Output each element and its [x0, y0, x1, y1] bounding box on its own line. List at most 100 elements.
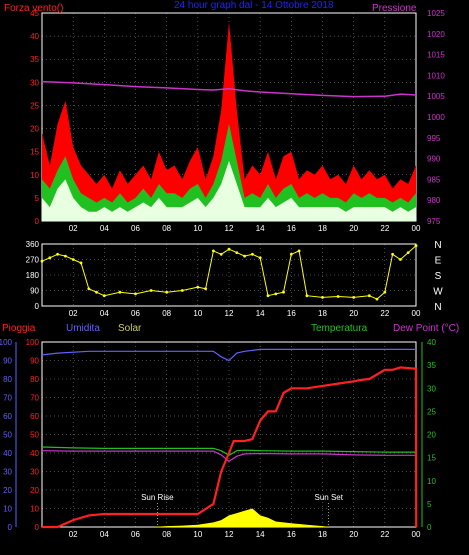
- wind-direction-point: [282, 290, 285, 294]
- pressure-y-tick: 1010: [427, 71, 445, 80]
- wind-direction-point: [56, 252, 59, 256]
- climate-panel-x-tick: 00: [412, 530, 421, 539]
- humidity-label: Umidita: [66, 323, 100, 334]
- sun-marker-label: Sun Set: [314, 493, 343, 502]
- pressure-y-tick: 995: [427, 134, 441, 143]
- wind-panel-x-tick: 10: [193, 224, 202, 233]
- rain-y-tick: 70: [30, 394, 39, 403]
- direction-y-tick: 360: [26, 240, 40, 249]
- wind-y-tick: 15: [30, 148, 39, 157]
- wind-panel-x-tick: 02: [69, 224, 78, 233]
- wind-direction-point: [289, 252, 293, 256]
- pressure-axis-label: Pressione: [372, 3, 417, 14]
- climate-panel-x-tick: 22: [380, 530, 389, 539]
- pressure-line: [41, 80, 417, 98]
- wind-direction-point: [196, 285, 200, 289]
- climate-panel-x-tick: 16: [287, 530, 296, 539]
- direction-panel-x-tick: 20: [349, 309, 358, 318]
- chart-title: 24 hour graph dal - 14 Ottobre 2018: [174, 0, 334, 11]
- wind-direction-point: [391, 252, 394, 256]
- climate-panel-x-tick: 14: [256, 530, 265, 539]
- wind-direction-point: [406, 251, 410, 255]
- humidity-y-tick: 70: [3, 394, 12, 403]
- humidity-line: [41, 348, 416, 362]
- wind-panel-x-tick: 20: [349, 224, 358, 233]
- wind-direction-point: [414, 244, 418, 248]
- wind-direction-point: [79, 261, 83, 265]
- wind-direction-point: [71, 258, 75, 261]
- temperature-y-tick: 30: [427, 384, 436, 393]
- wind-panel-x-tick: 16: [287, 224, 296, 233]
- sun-marker-label: Sun Rise: [141, 493, 174, 502]
- direction-panel-x-tick: 18: [318, 309, 327, 318]
- rain-y-tick: 60: [30, 412, 39, 421]
- wind-direction-point: [149, 289, 153, 292]
- humidity-y-tick: 10: [3, 505, 12, 514]
- pressure-y-tick: 1020: [427, 30, 445, 39]
- wind-direction-point: [48, 256, 52, 260]
- compass-label: W: [433, 287, 443, 298]
- wind-direction-point: [367, 294, 371, 298]
- wind-direction-point: [266, 294, 270, 298]
- rain-y-tick: 30: [30, 468, 39, 477]
- wind-direction-point: [102, 294, 106, 298]
- wind-panel-x-tick: 12: [225, 224, 234, 233]
- pressure-y-tick: 990: [427, 155, 441, 164]
- wind-direction-point: [243, 254, 247, 258]
- humidity-y-tick: 0: [8, 523, 13, 532]
- direction-y-tick: 0: [35, 302, 40, 311]
- humidity-y-tick: 30: [3, 468, 12, 477]
- rain-axis-label: Pioggia: [2, 323, 36, 334]
- wind-direction-point: [321, 296, 324, 299]
- wind-y-tick: 35: [30, 55, 39, 64]
- wind-direction-point: [251, 252, 254, 256]
- climate-panel-x-tick: 06: [131, 530, 140, 539]
- climate-panel-x-tick: 04: [100, 530, 109, 539]
- climate-panel-x-tick: 10: [193, 530, 202, 539]
- humidity-y-tick: 90: [3, 357, 12, 366]
- dewpoint-line: [41, 450, 416, 463]
- wind-pressure-panel: 02 04 06 08 10 12 14 16 18 20 22 000510152025303540…: [30, 9, 445, 233]
- wind-direction-point: [204, 287, 208, 291]
- wind-panel-x-tick: 14: [256, 224, 265, 233]
- direction-panel-x-tick: 10: [193, 309, 202, 318]
- direction-panel-x-tick: 22: [380, 309, 389, 318]
- temperature-y-tick: 40: [427, 338, 436, 347]
- wind-direction-point: [212, 249, 215, 253]
- wind-y-tick: 20: [30, 125, 39, 134]
- rain-line: [42, 366, 418, 529]
- wind-panel-x-tick: 06: [131, 224, 140, 233]
- wind-direction-point: [219, 252, 223, 256]
- wind-direction-point: [399, 258, 402, 261]
- temperature-y-tick: 5: [427, 500, 432, 509]
- solar-label: Solar: [118, 323, 142, 334]
- wind-direction-panel: 02 04 06 08 10 12 14 16 18 20 22 00090180270360NWSE…: [26, 240, 444, 318]
- humidity-y-tick: 60: [3, 412, 12, 421]
- wind-direction-point: [297, 249, 301, 253]
- temperature-y-tick: 35: [427, 361, 436, 370]
- temperature-y-tick: 10: [427, 477, 436, 486]
- wind-direction-point: [95, 290, 98, 294]
- direction-panel-x-tick: 06: [131, 309, 140, 318]
- wind-y-tick: 30: [30, 78, 39, 87]
- rain-humidity-temperature-panel: 02 04 06 08 10 12 14 16 18 20 22 000102030405060708…: [0, 338, 436, 539]
- wind-direction-point: [235, 251, 239, 255]
- wind-direction-point: [305, 294, 309, 298]
- humidity-y-tick: 50: [3, 431, 12, 440]
- compass-label: S: [435, 271, 442, 282]
- wind-direction-point: [383, 290, 387, 294]
- pressure-y-tick: 1015: [427, 51, 445, 60]
- direction-panel-x-tick: 04: [100, 309, 109, 318]
- wind-direction-point: [258, 256, 262, 260]
- wind-direction-point: [64, 254, 67, 258]
- compass-label: E: [435, 256, 442, 267]
- wind-direction-point: [336, 295, 340, 298]
- humidity-y-tick: 100: [0, 338, 13, 347]
- wind-low-area: [42, 160, 416, 221]
- rain-y-tick: 50: [30, 431, 39, 440]
- wind-direction-point: [87, 287, 91, 291]
- wind-direction-point: [118, 290, 122, 294]
- wind-direction-point: [165, 290, 169, 294]
- wind-y-tick: 25: [30, 101, 39, 110]
- solar-area: [151, 508, 331, 527]
